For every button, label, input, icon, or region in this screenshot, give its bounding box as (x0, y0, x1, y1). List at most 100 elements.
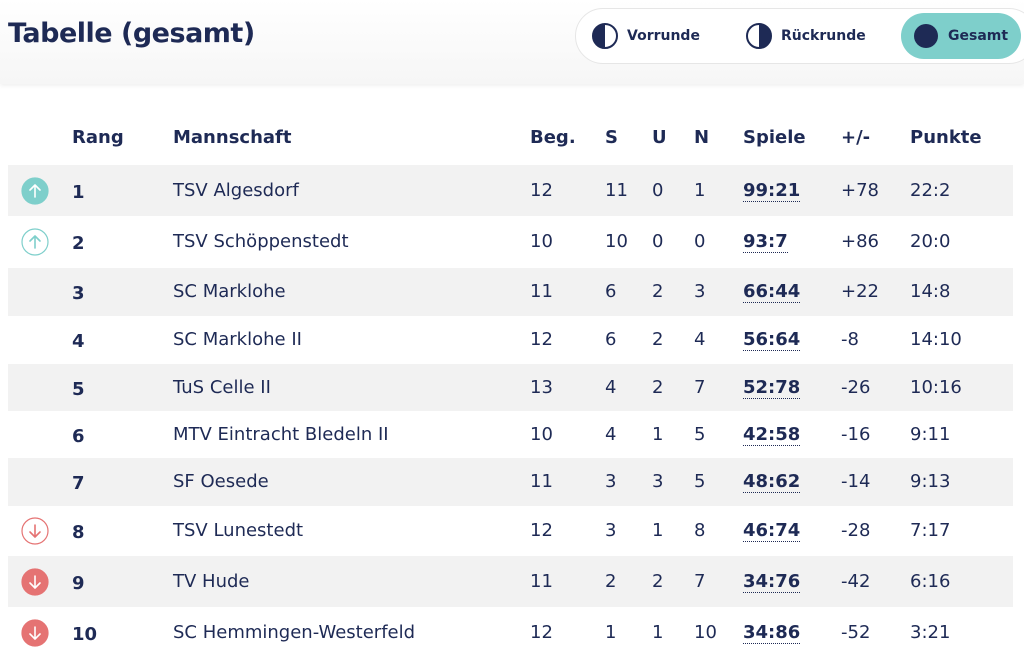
tab-label: Rückrunde (781, 28, 866, 44)
draws: 2 (652, 570, 664, 592)
goals[interactable]: 99:21 (743, 179, 801, 202)
team: MTV Eintracht Bledeln II (173, 423, 389, 445)
losses: 7 (694, 376, 706, 398)
goal-diff: -8 (841, 329, 859, 350)
goals[interactable]: 46:74 (743, 520, 801, 542)
games: 12 (530, 520, 553, 541)
goal-diff: -42 (841, 570, 871, 592)
trend-icon-svg (21, 567, 49, 596)
trend-icon (21, 567, 49, 600)
points: 20:0 (910, 231, 951, 252)
draws: 3 (652, 471, 664, 492)
wins: 6 (605, 281, 617, 302)
wins: 3 (605, 520, 617, 541)
goals[interactable]: 93:7 (743, 231, 788, 253)
wins: 1 (605, 621, 617, 643)
tab-icon (592, 23, 618, 49)
team: SC Hemmingen-Westerfeld (173, 621, 416, 643)
column-header: N (694, 127, 710, 148)
points: 3:21 (910, 621, 951, 643)
team: SC Marklohe II (173, 329, 302, 350)
team: SF Oesede (173, 471, 269, 492)
tab-active[interactable]: Gesamt (901, 13, 1021, 59)
team: SC Marklohe (173, 281, 286, 302)
rank: 6 (72, 425, 85, 447)
games: 11 (530, 471, 553, 492)
team: TSV Schöppenstedt (173, 231, 349, 252)
team: TSV Lunestedt (173, 520, 304, 541)
draws: 2 (652, 281, 664, 302)
goal-diff: -16 (841, 423, 871, 445)
games: 10 (530, 423, 553, 445)
row-background (8, 458, 1013, 506)
tab-label: Vorrunde (627, 28, 700, 44)
goal-diff: +78 (841, 179, 879, 201)
tab-icon (746, 23, 772, 49)
trend-icon (21, 176, 49, 209)
trend-icon-svg (21, 176, 49, 205)
draws: 1 (652, 423, 664, 445)
draws: 0 (652, 179, 664, 201)
column-header: S (605, 127, 618, 148)
tab[interactable]: Vorrunde (592, 13, 712, 59)
trend-icon (21, 517, 49, 549)
rank: 3 (72, 283, 85, 304)
trend-icon (21, 228, 49, 260)
points: 14:8 (910, 281, 951, 302)
goals[interactable]: 66:44 (743, 281, 801, 303)
points: 6:16 (910, 570, 951, 592)
goals[interactable]: 56:64 (743, 329, 801, 351)
rank: 10 (72, 623, 98, 645)
games: 12 (530, 329, 553, 350)
tab-icon (914, 24, 938, 48)
page-title: Tabelle (gesamt) (8, 18, 255, 49)
goals[interactable]: 34:86 (743, 621, 801, 644)
column-header: U (652, 127, 667, 148)
losses: 0 (694, 231, 706, 252)
draws: 1 (652, 621, 664, 643)
column-header: Spiele (743, 127, 806, 148)
trend-icon-svg (21, 618, 49, 647)
rank: 9 (72, 572, 85, 594)
team: TSV Algesdorf (173, 179, 299, 201)
losses: 5 (694, 423, 706, 445)
rank: 8 (72, 522, 85, 543)
goal-diff: -52 (841, 621, 871, 643)
rank: 5 (72, 378, 85, 400)
goal-diff: +86 (841, 231, 879, 252)
losses: 3 (694, 281, 706, 302)
tab-label: Gesamt (948, 28, 1009, 44)
wins: 6 (605, 329, 617, 350)
losses: 10 (694, 621, 717, 643)
goals[interactable]: 52:78 (743, 376, 801, 399)
games: 11 (530, 281, 553, 302)
rank: 2 (72, 233, 85, 254)
points: 22:2 (910, 179, 951, 201)
row-background (8, 165, 1013, 216)
rank: 7 (72, 473, 85, 494)
team: TV Hude (173, 570, 250, 592)
wins: 4 (605, 423, 617, 445)
games: 11 (530, 570, 553, 592)
goals[interactable]: 42:58 (743, 423, 801, 446)
goals[interactable]: 34:76 (743, 570, 801, 593)
wins: 2 (605, 570, 617, 592)
games: 13 (530, 376, 553, 398)
draws: 2 (652, 329, 664, 350)
goal-diff: -28 (841, 520, 871, 541)
column-header: +/- (841, 127, 871, 148)
losses: 4 (694, 329, 706, 350)
trend-icon-svg (21, 517, 49, 545)
team: TuS Celle II (173, 376, 271, 398)
tab[interactable]: Rückrunde (746, 13, 878, 59)
games: 10 (530, 231, 553, 252)
trend-icon (21, 618, 49, 651)
rank: 4 (72, 331, 85, 352)
goal-diff: -14 (841, 471, 871, 492)
losses: 5 (694, 471, 706, 492)
trend-icon-svg (21, 228, 49, 256)
games: 12 (530, 621, 553, 643)
tab-group: Vorrunde Rückrunde Gesamt (575, 8, 1024, 64)
goals[interactable]: 48:62 (743, 471, 801, 493)
